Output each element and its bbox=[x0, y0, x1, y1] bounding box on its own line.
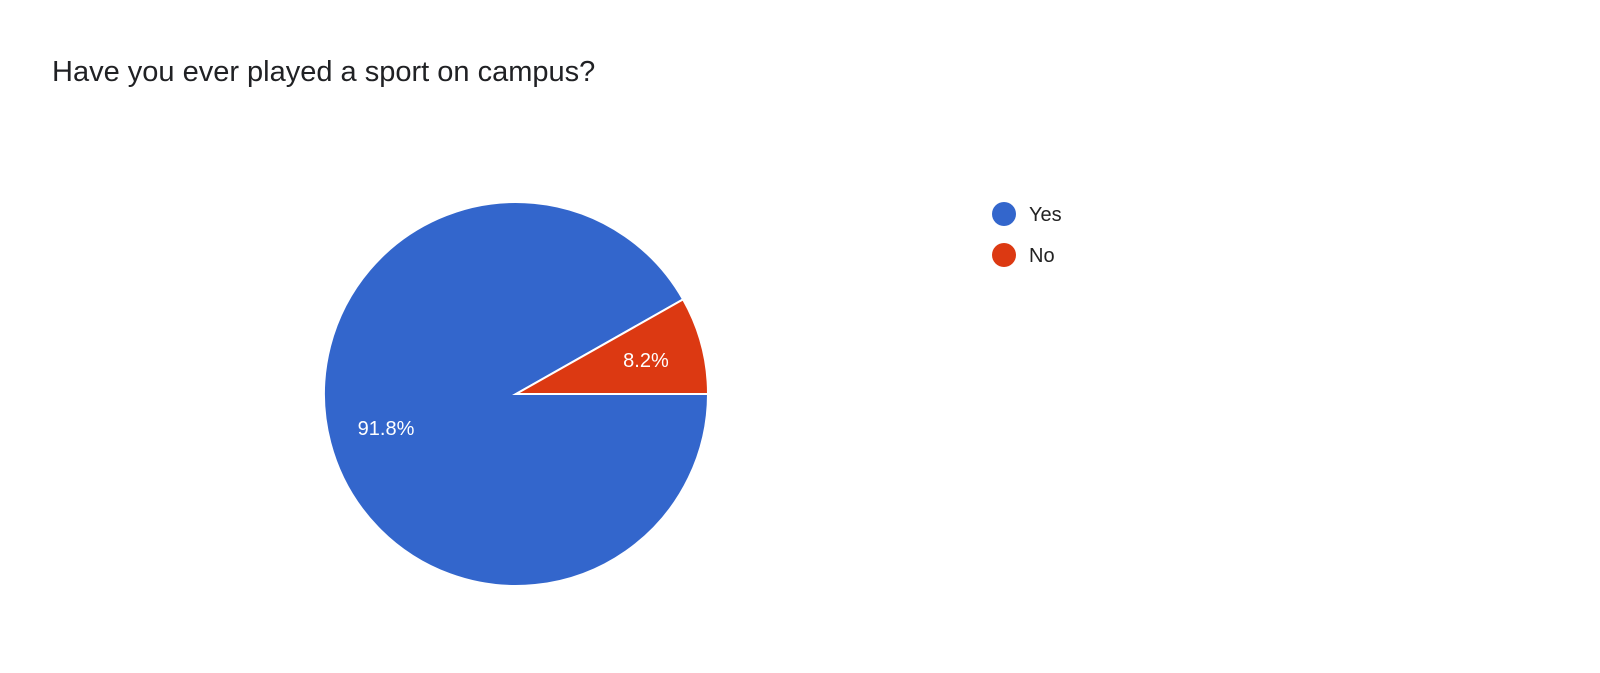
data-label-no: 8.2% bbox=[623, 350, 669, 372]
legend-label-no[interactable]: No bbox=[1029, 245, 1055, 267]
legend-marker-yes bbox=[992, 202, 1016, 226]
chart-title: Have you ever played a sport on campus? bbox=[52, 56, 596, 88]
legend-label-yes[interactable]: Yes bbox=[1029, 204, 1062, 226]
data-label-yes: 91.8% bbox=[358, 418, 415, 440]
legend-marker-no bbox=[992, 243, 1016, 267]
pie-slice-no[interactable] bbox=[512, 298, 710, 395]
